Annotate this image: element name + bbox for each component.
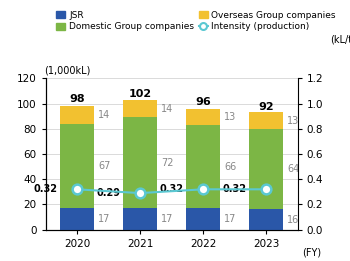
Bar <box>122 100 157 117</box>
Bar <box>122 117 157 208</box>
Text: 17: 17 <box>224 214 237 224</box>
Legend: JSR, Domestic Group companies, Overseas Group companies, Intensity (production): JSR, Domestic Group companies, Overseas … <box>53 7 339 35</box>
Text: (1,000kL): (1,000kL) <box>44 66 91 76</box>
Bar <box>186 208 220 230</box>
Text: 0.32: 0.32 <box>160 184 184 194</box>
Text: 13: 13 <box>224 112 236 122</box>
Text: 72: 72 <box>161 158 174 168</box>
Text: 102: 102 <box>128 89 152 99</box>
Bar <box>248 210 284 230</box>
Text: 16: 16 <box>287 215 299 224</box>
Bar <box>248 112 284 129</box>
Text: (kL/ton): (kL/ton) <box>330 35 350 45</box>
Bar <box>60 208 94 230</box>
Text: 92: 92 <box>258 102 274 112</box>
Bar <box>60 106 94 124</box>
Bar <box>60 124 94 208</box>
Text: 14: 14 <box>161 104 173 114</box>
Text: 66: 66 <box>224 162 236 171</box>
Text: 14: 14 <box>98 110 110 120</box>
Text: 0.32: 0.32 <box>223 184 247 194</box>
Text: 0.29: 0.29 <box>97 188 121 198</box>
Text: 17: 17 <box>98 214 111 224</box>
Text: 67: 67 <box>98 161 111 171</box>
Text: 98: 98 <box>69 94 85 104</box>
Text: 0.32: 0.32 <box>34 184 58 194</box>
Bar <box>122 208 157 230</box>
Text: 13: 13 <box>287 116 299 126</box>
Bar <box>186 109 220 125</box>
Text: 64: 64 <box>287 164 299 174</box>
Bar <box>248 129 284 210</box>
Text: 17: 17 <box>161 214 174 224</box>
Bar <box>186 125 220 208</box>
Text: (FY): (FY) <box>302 247 322 257</box>
Text: 96: 96 <box>195 97 211 107</box>
